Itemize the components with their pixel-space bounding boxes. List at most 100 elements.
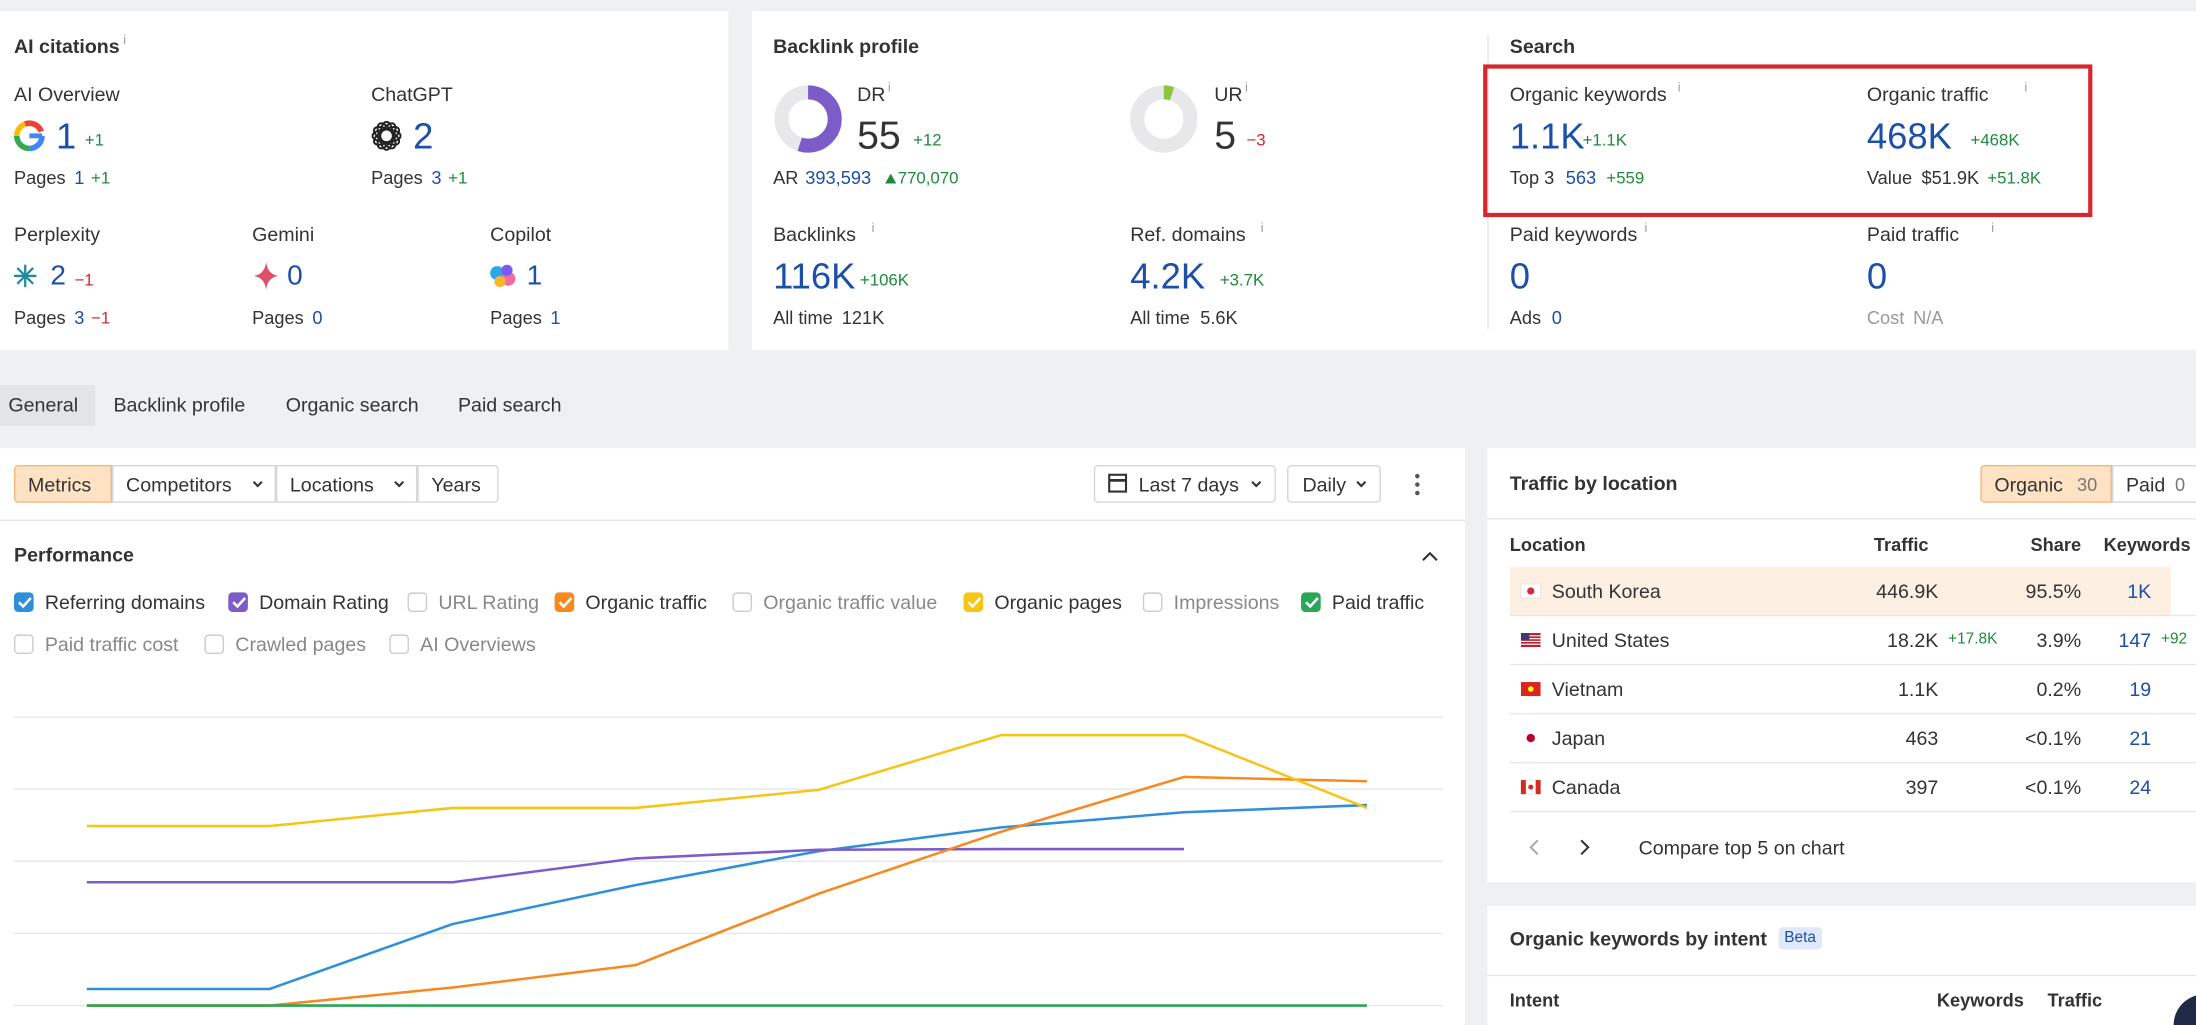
text: 55 (857, 116, 901, 155)
delta: −1 (91, 310, 110, 327)
text: Keywords (1937, 991, 2024, 1009)
text: 5.6K (1200, 309, 1237, 327)
info-icon: i (1261, 222, 1264, 235)
info-icon: i (888, 82, 891, 95)
citation-count: 1 (56, 118, 76, 154)
text[interactable]: Paid (2126, 475, 2165, 495)
text: 95.5% (2026, 581, 2082, 601)
checkbox[interactable] (15, 635, 33, 653)
text: Paid traffic (1867, 224, 1959, 244)
keywords-link[interactable]: 19 (2129, 679, 2151, 699)
delta: +51.8K (1987, 169, 2041, 186)
text: AI citations (14, 36, 120, 56)
google-icon (25, 123, 41, 131)
checkbox[interactable] (205, 635, 223, 653)
text: Performance (14, 545, 134, 565)
delta: +92 (2161, 632, 2187, 647)
badge: Beta (1784, 931, 1816, 946)
chevron (1357, 482, 1365, 486)
metric-line (87, 777, 1367, 1006)
text: 0.2% (2036, 679, 2081, 699)
metric-label[interactable]: AI Overviews (420, 634, 535, 654)
keywords-link[interactable]: 21 (2129, 728, 2151, 748)
metric-label[interactable]: Paid traffic (1332, 592, 1424, 612)
text: 468K (1867, 118, 1952, 154)
checkbox[interactable] (555, 593, 573, 611)
checkbox[interactable] (408, 593, 426, 611)
delta: +12 (913, 132, 942, 149)
text[interactable]: Organic (1994, 475, 2063, 495)
metric-label[interactable]: URL Rating (438, 592, 539, 612)
checkbox[interactable] (1302, 593, 1320, 611)
checkbox[interactable] (964, 593, 982, 611)
flag (1527, 734, 1535, 742)
tab[interactable]: General (8, 395, 78, 415)
text: UR (1214, 84, 1242, 104)
country: South Korea (1552, 581, 1661, 601)
text: Paid keywords (1510, 224, 1638, 244)
pages-label: Pages (490, 309, 542, 327)
toolbar-button-label[interactable]: Metrics (28, 475, 91, 495)
text: 4.2K (1130, 258, 1205, 294)
checkbox[interactable] (733, 593, 751, 611)
country: Canada (1552, 777, 1621, 797)
checkbox[interactable] (390, 635, 408, 653)
metric-label[interactable]: Organic pages (994, 592, 1122, 612)
text: 30 (2077, 475, 2097, 493)
flag (1521, 633, 1529, 640)
tab[interactable]: Paid search (458, 395, 562, 415)
info-icon: i (872, 222, 875, 235)
interval[interactable]: Daily (1302, 475, 1346, 495)
keywords-link[interactable]: 24 (2129, 777, 2151, 797)
toolbar-button-label[interactable]: Locations (290, 475, 374, 495)
chat-button (2174, 994, 2196, 1025)
text: 397 (1906, 777, 1939, 797)
text: Ads (1510, 309, 1541, 327)
keywords-link[interactable]: 1K (2127, 581, 2151, 601)
metric-label[interactable]: Organic traffic value (763, 592, 937, 612)
toolbar-button-label[interactable]: Years (431, 475, 480, 495)
info-icon: i (123, 34, 126, 47)
metric-label[interactable]: Impressions (1174, 592, 1280, 612)
text: $51.9K (1921, 169, 1979, 187)
text: 393,593 (805, 169, 871, 187)
keywords-link[interactable]: 147 (2118, 630, 2151, 650)
tab[interactable]: Organic search (286, 395, 419, 415)
info-icon: i (1991, 222, 1994, 235)
pages-label: Pages (14, 309, 66, 327)
checkbox[interactable] (1144, 593, 1162, 611)
text: Keywords (2104, 536, 2191, 554)
metric-label[interactable]: Crawled pages (235, 634, 366, 654)
google-icon (17, 136, 30, 149)
text: 0 (1552, 309, 1562, 327)
source-name: Perplexity (14, 224, 100, 244)
delta: +468K (1971, 132, 2020, 149)
text: Traffic (2048, 991, 2103, 1009)
copilot-icon (501, 265, 512, 276)
tab[interactable]: Backlink profile (113, 395, 245, 415)
metric-label[interactable]: Referring domains (45, 592, 205, 612)
text: 3.9% (2036, 630, 2081, 650)
metric-line (87, 805, 1367, 989)
text: AR (773, 169, 798, 187)
delta: +106K (860, 272, 909, 289)
text: Traffic (1874, 536, 1929, 554)
text: Cost (1867, 309, 1904, 327)
toolbar-button-label[interactable]: Competitors (126, 475, 232, 495)
metric-label[interactable]: Paid traffic cost (45, 634, 179, 654)
checkbox[interactable] (15, 593, 33, 611)
text: 0 (1510, 258, 1530, 294)
checkbox[interactable] (229, 593, 247, 611)
compare-link[interactable]: Compare top 5 on chart (1639, 838, 1845, 858)
text: DR (857, 84, 885, 104)
chevron (1252, 482, 1260, 486)
date-range[interactable]: Last 7 days (1139, 475, 1239, 495)
metric-label[interactable]: Organic traffic (585, 592, 707, 612)
source-name: Copilot (490, 224, 551, 244)
delta: −3 (1246, 132, 1265, 149)
flag (1536, 780, 1541, 794)
flag (1528, 785, 1533, 790)
pages-count: 3 (74, 309, 84, 327)
delta: +3.7K (1220, 272, 1264, 289)
metric-label[interactable]: Domain Rating (259, 592, 389, 612)
